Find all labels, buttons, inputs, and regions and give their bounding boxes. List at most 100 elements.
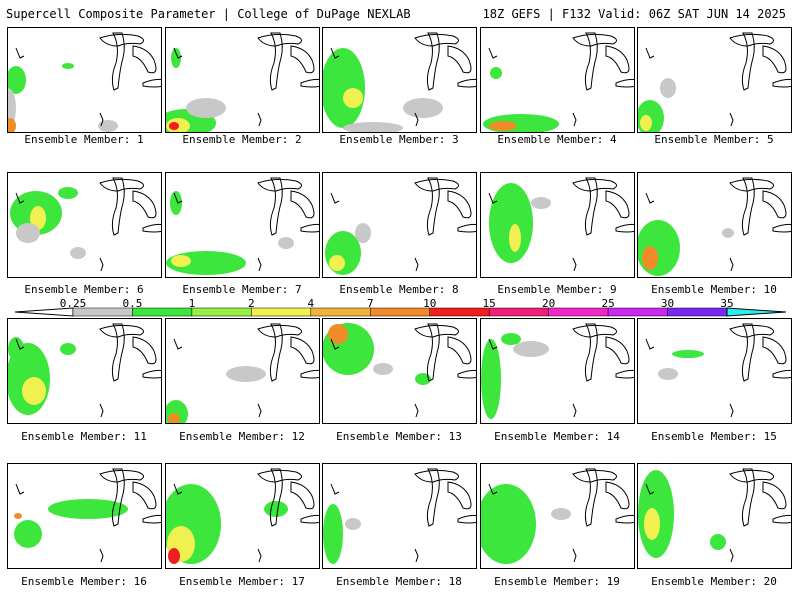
lake-outline: [457, 514, 476, 524]
map-panel-12: [165, 318, 320, 424]
panel-label: Ensemble Member: 13: [336, 430, 462, 443]
lake-outline: [741, 32, 755, 91]
lake-outline: [300, 223, 319, 233]
colorbar-segment: [429, 307, 490, 317]
lake-outline: [741, 468, 755, 527]
colorbar-tick-label: 0.25: [59, 297, 87, 310]
lake-outline: [111, 177, 125, 236]
scp-map: [323, 32, 476, 132]
lake-outline: [605, 336, 630, 365]
lake-outline: [762, 45, 787, 74]
panel-label: Ensemble Member: 4: [497, 133, 617, 146]
lake-outline: [269, 177, 283, 236]
lake-outline: [605, 45, 630, 74]
lake-outline: [584, 468, 598, 527]
coast-outline: [488, 483, 498, 495]
scp-map: [638, 177, 791, 276]
scp-contour: [642, 246, 658, 270]
scp-map: [166, 468, 319, 564]
scp-contour: [658, 368, 678, 380]
lake-outline: [414, 469, 459, 483]
coast-outline: [173, 483, 183, 495]
river-outline: [572, 548, 577, 563]
scp-contour: [660, 78, 676, 98]
coast-outline: [330, 47, 340, 59]
lake-outline: [447, 45, 472, 74]
lake-outline: [257, 33, 302, 47]
panel-label: Ensemble Member: 14: [494, 430, 620, 443]
colorbar-tick-label: 20: [542, 297, 556, 310]
panel-label: Ensemble Member: 19: [494, 575, 620, 588]
lake-outline: [99, 178, 144, 192]
river-outline: [729, 257, 734, 272]
map-panel-8: [322, 172, 477, 278]
colorbar-segment: [548, 307, 609, 317]
river-outline: [257, 112, 262, 127]
lake-outline: [729, 33, 774, 47]
lake-outline: [142, 223, 161, 233]
lake-outline: [741, 177, 755, 236]
scp-contour: [14, 513, 22, 519]
map-panel-18: [322, 463, 477, 569]
scp-map: [14, 468, 161, 563]
map-panel-9: [480, 172, 635, 278]
scp-contour: [58, 187, 78, 199]
river-outline: [729, 403, 734, 418]
panel-label: Ensemble Member: 1: [24, 133, 144, 146]
scp-contour: [60, 343, 76, 355]
coast-outline: [15, 47, 25, 59]
scp-contour: [170, 191, 182, 215]
lake-outline: [447, 481, 472, 510]
colorbar-segment: [310, 307, 371, 317]
lake-outline: [269, 32, 283, 91]
scp-contour: [8, 66, 26, 94]
scp-contour: [501, 333, 521, 345]
panel-label: Ensemble Member: 5: [654, 133, 774, 146]
map-panel-7: [165, 172, 320, 278]
scp-contour: [325, 231, 361, 275]
scp-map: [323, 323, 476, 418]
lake-outline: [615, 369, 634, 379]
colorbar-tick-label: 30: [660, 297, 675, 310]
lake-outline: [269, 323, 283, 382]
scp-map: [323, 468, 476, 564]
lake-outline: [762, 481, 787, 510]
map-panel-5: [637, 27, 792, 133]
scp-contour: [168, 413, 180, 423]
scp-contour: [722, 228, 734, 238]
lake-outline: [615, 514, 634, 524]
coast-outline: [645, 47, 655, 59]
lake-outline: [414, 33, 459, 47]
lake-outline: [142, 514, 161, 524]
scp-contour: [171, 255, 191, 267]
lake-outline: [132, 190, 157, 219]
panel-label: Ensemble Member: 2: [182, 133, 302, 146]
river-outline: [572, 257, 577, 272]
colorbar-tick-label: 7: [366, 297, 374, 310]
lake-outline: [426, 323, 440, 382]
scp-contour: [22, 377, 46, 405]
scp-map: [481, 468, 634, 564]
scp-contour: [531, 197, 551, 209]
scp-contour: [415, 373, 431, 385]
lake-outline: [729, 178, 774, 192]
map-panel-17: [165, 463, 320, 569]
river-outline: [414, 403, 419, 418]
map-panel-1: [7, 27, 162, 133]
lake-outline: [572, 324, 617, 338]
coast-outline: [15, 338, 25, 350]
lake-outline: [142, 78, 161, 88]
scp-contour: [278, 237, 294, 249]
lake-outline: [111, 468, 125, 527]
title-left: Supercell Composite Parameter | College …: [6, 7, 411, 21]
scp-contour: [8, 337, 24, 361]
scp-contour: [644, 508, 660, 540]
river-outline: [257, 403, 262, 418]
lake-outline: [772, 78, 791, 88]
lake-outline: [426, 468, 440, 527]
coast-outline: [488, 338, 498, 350]
scp-contour: [323, 504, 343, 564]
lake-outline: [290, 336, 315, 365]
scp-map: [483, 32, 634, 132]
scp-contour: [323, 48, 365, 128]
